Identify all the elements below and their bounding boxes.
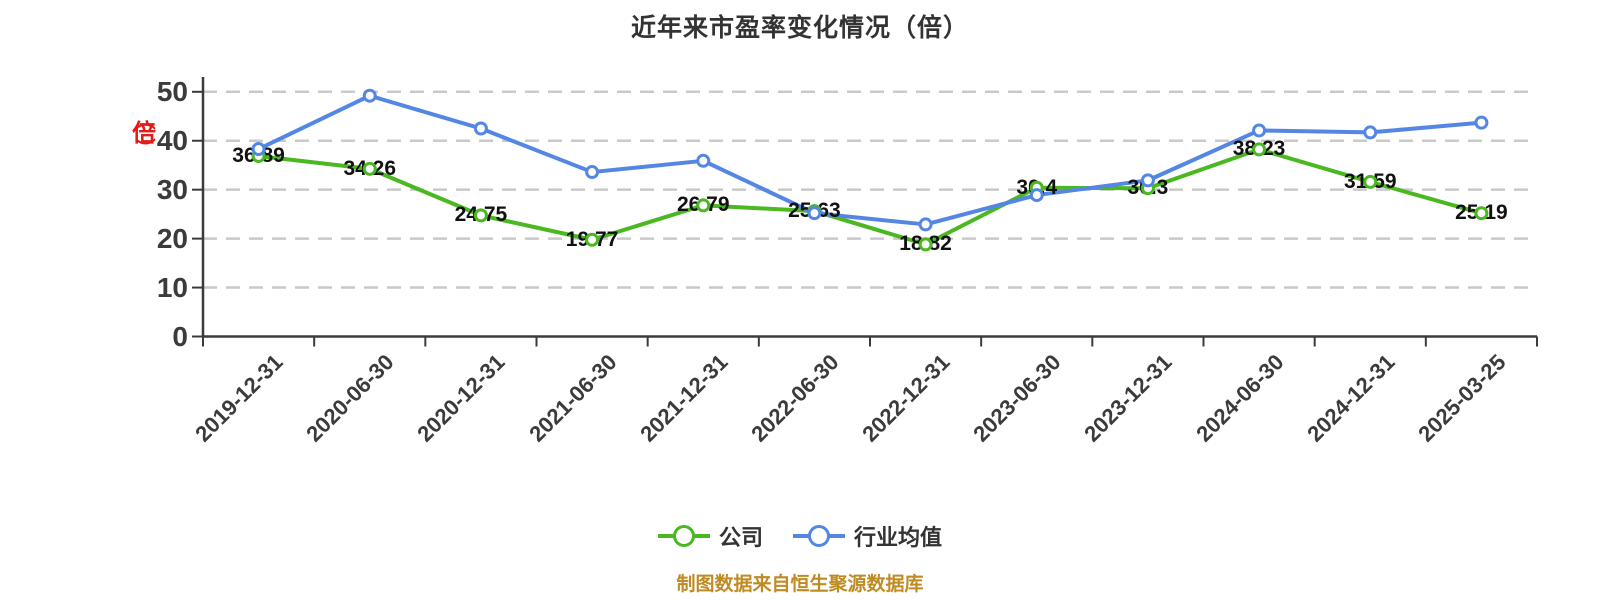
legend-label-0: 公司 xyxy=(718,525,763,550)
chart-title: 近年来市盈率变化情况（倍） xyxy=(630,14,969,42)
y-axis-unit-label: （ 倍 ） xyxy=(127,110,161,166)
y-axis-tick-label-40: 40 xyxy=(156,124,188,156)
data-point-s1-3[interactable] xyxy=(585,165,600,180)
data-point-s1-5[interactable] xyxy=(807,206,822,221)
y-axis-tick-label-20: 20 xyxy=(156,222,188,254)
data-point-s1-8[interactable] xyxy=(1140,173,1155,188)
data-point-s1-6[interactable] xyxy=(918,217,933,232)
y-axis-tick-label-50: 50 xyxy=(156,75,188,107)
y-axis-tick-label-10: 10 xyxy=(156,271,188,303)
data-point-s1-2[interactable] xyxy=(473,121,488,136)
data-point-s0-1[interactable] xyxy=(362,161,377,176)
data-point-s0-4[interactable] xyxy=(696,198,711,213)
data-source-note: 制图数据来自恒生聚源数据库 xyxy=(676,574,924,595)
data-point-s0-11[interactable] xyxy=(1474,206,1489,221)
series-line-1 xyxy=(256,93,1484,227)
data-point-s0-10[interactable] xyxy=(1363,174,1378,189)
data-point-s1-9[interactable] xyxy=(1252,123,1267,138)
data-point-s0-9[interactable] xyxy=(1252,142,1267,157)
y-axis-tick-label-0: 0 xyxy=(172,320,188,352)
data-point-s1-7[interactable] xyxy=(1029,188,1044,203)
legend-marker-icon-1 xyxy=(793,525,845,547)
y-axis-unit-char: 倍 xyxy=(132,120,156,147)
legend-label-1: 行业均值 xyxy=(854,525,943,550)
data-point-s0-6[interactable] xyxy=(918,237,933,252)
legend-item-1[interactable]: 行业均值 xyxy=(793,520,942,552)
data-point-s1-10[interactable] xyxy=(1363,125,1378,140)
y-axis-tick-label-30: 30 xyxy=(156,173,188,205)
series-line-0 xyxy=(256,147,1484,247)
data-point-s0-3[interactable] xyxy=(585,232,600,247)
data-point-s1-0[interactable] xyxy=(251,142,266,157)
legend-item-0[interactable]: 公司 xyxy=(657,520,763,552)
legend-marker-icon-0 xyxy=(657,525,710,547)
data-point-s1-11[interactable] xyxy=(1474,115,1489,130)
data-point-s0-2[interactable] xyxy=(473,208,488,223)
data-point-s1-4[interactable] xyxy=(696,153,711,168)
legend: 公司 行业均值 xyxy=(0,520,1600,552)
data-point-s1-1[interactable] xyxy=(362,88,377,103)
